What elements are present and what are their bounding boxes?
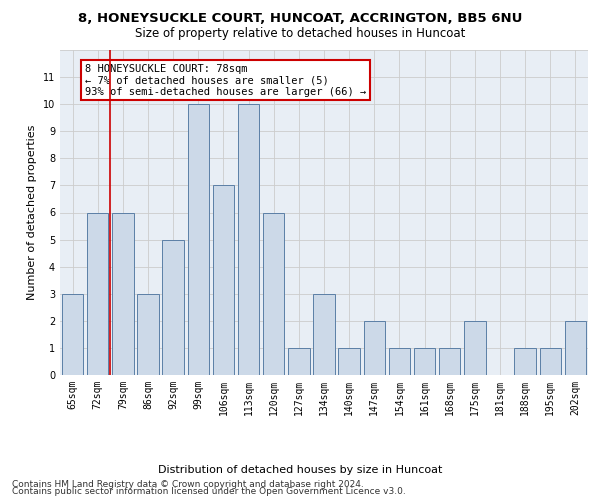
Bar [163,240,184,375]
Bar [62,294,83,375]
Bar [288,348,310,375]
Bar [414,348,435,375]
Text: Contains public sector information licensed under the Open Government Licence v3: Contains public sector information licen… [12,487,406,496]
Bar [464,321,485,375]
Text: Size of property relative to detached houses in Huncoat: Size of property relative to detached ho… [135,28,465,40]
Bar [213,186,234,375]
Bar [514,348,536,375]
Bar [112,212,134,375]
Bar [539,348,561,375]
Bar [263,212,284,375]
Bar [137,294,158,375]
Bar [238,104,259,375]
Y-axis label: Number of detached properties: Number of detached properties [28,125,37,300]
Bar [565,321,586,375]
Bar [313,294,335,375]
Text: Distribution of detached houses by size in Huncoat: Distribution of detached houses by size … [158,465,442,475]
Bar [364,321,385,375]
Bar [389,348,410,375]
Bar [338,348,360,375]
Text: Contains HM Land Registry data © Crown copyright and database right 2024.: Contains HM Land Registry data © Crown c… [12,480,364,489]
Text: 8 HONEYSUCKLE COURT: 78sqm
← 7% of detached houses are smaller (5)
93% of semi-d: 8 HONEYSUCKLE COURT: 78sqm ← 7% of detac… [85,64,367,96]
Bar [87,212,109,375]
Bar [439,348,460,375]
Bar [188,104,209,375]
Text: 8, HONEYSUCKLE COURT, HUNCOAT, ACCRINGTON, BB5 6NU: 8, HONEYSUCKLE COURT, HUNCOAT, ACCRINGTO… [78,12,522,26]
